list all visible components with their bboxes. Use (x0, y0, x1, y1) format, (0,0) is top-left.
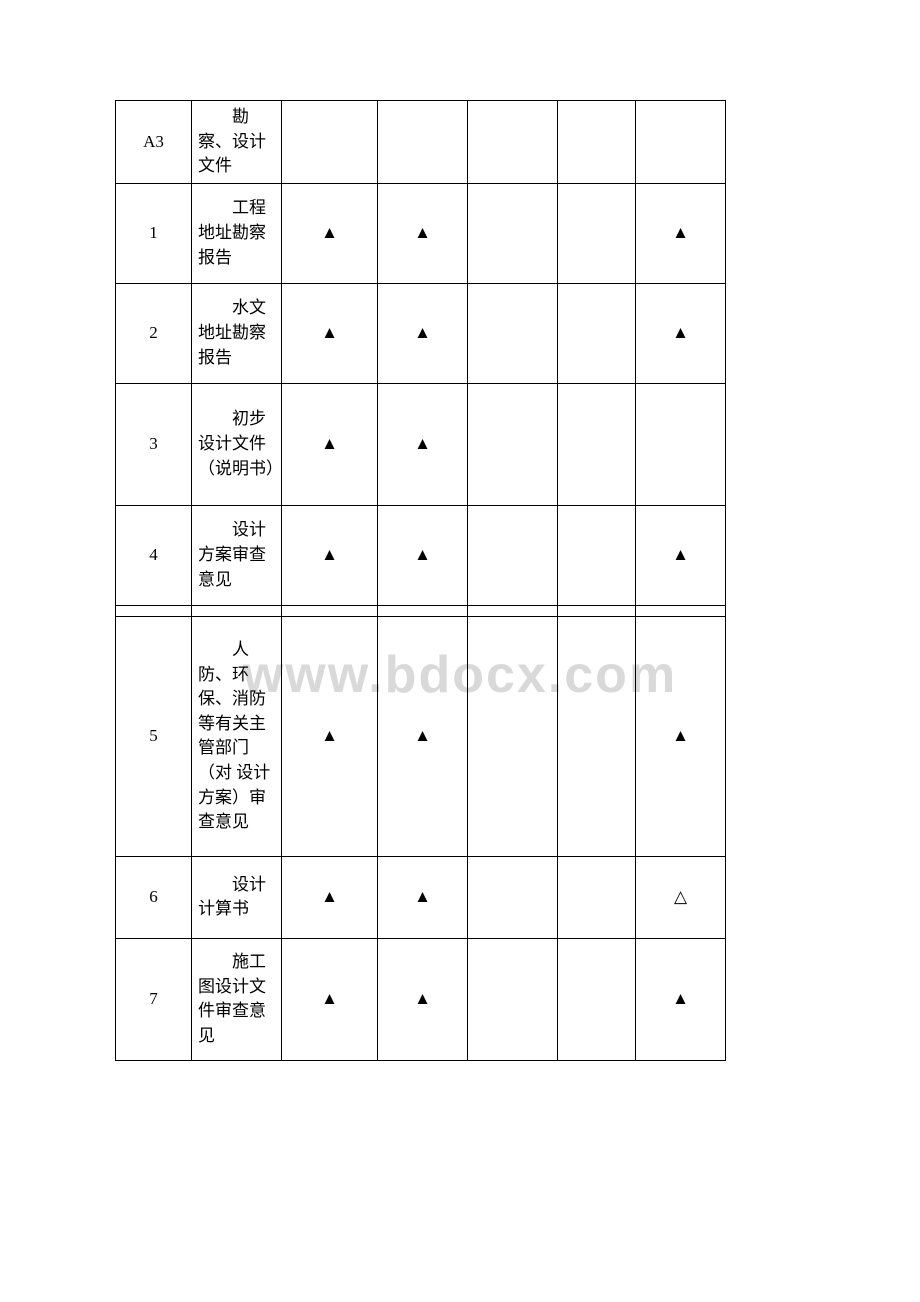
cell-c5: ▲ (636, 283, 726, 383)
cell-num: 7 (116, 938, 192, 1060)
cell-c1: ▲ (282, 283, 378, 383)
cell-c5: ▲ (636, 616, 726, 856)
cell-c5 (636, 101, 726, 184)
cell-c1: ▲ (282, 856, 378, 938)
cell-c4 (558, 616, 636, 856)
cell-desc: 人防、环保、消防等有关主管部门（对 设计方案）审查意见 (192, 616, 282, 856)
table-row: 5 人防、环保、消防等有关主管部门（对 设计方案）审查意见 ▲ ▲ ▲ (116, 616, 726, 856)
cell-c2: ▲ (378, 283, 468, 383)
cell-c3 (468, 616, 558, 856)
table-row: A3 勘察、设计文件 (116, 101, 726, 184)
cell-c2: ▲ (378, 505, 468, 605)
cell-c1: ▲ (282, 938, 378, 1060)
cell-num: 3 (116, 383, 192, 505)
table-row: 1 工程地址勘察报告 ▲ ▲ ▲ (116, 183, 726, 283)
cell-c2: ▲ (378, 383, 468, 505)
cell-c3 (468, 383, 558, 505)
cell-c3 (468, 283, 558, 383)
cell-c2 (378, 101, 468, 184)
cell-desc: 勘察、设计文件 (192, 101, 282, 184)
cell-num: 2 (116, 283, 192, 383)
cell-c2: ▲ (378, 183, 468, 283)
cell-num: 4 (116, 505, 192, 605)
cell-c1: ▲ (282, 383, 378, 505)
cell-desc: 初步设计文件（说明书） (192, 383, 282, 505)
cell-num: 1 (116, 183, 192, 283)
cell-c4 (558, 856, 636, 938)
cell-c4 (558, 283, 636, 383)
cell-c4 (558, 505, 636, 605)
cell-c3 (468, 505, 558, 605)
cell-c4 (558, 101, 636, 184)
cell-num: 5 (116, 616, 192, 856)
cell-desc: 设计计算书 (192, 856, 282, 938)
cell-desc: 水文地址勘察报告 (192, 283, 282, 383)
cell-c3 (468, 183, 558, 283)
cell-c5: ▲ (636, 183, 726, 283)
cell-desc: 工程地址勘察报告 (192, 183, 282, 283)
cell-c3 (468, 856, 558, 938)
cell-c1: ▲ (282, 505, 378, 605)
cell-c2: ▲ (378, 938, 468, 1060)
cell-c5: △ (636, 856, 726, 938)
cell-c3 (468, 938, 558, 1060)
cell-c5: ▲ (636, 505, 726, 605)
table-row: 4 设计方案审查意见 ▲ ▲ ▲ (116, 505, 726, 605)
cell-c2: ▲ (378, 856, 468, 938)
cell-c1 (282, 101, 378, 184)
table-row: 3 初步设计文件（说明书） ▲ ▲ (116, 383, 726, 505)
cell-c1: ▲ (282, 183, 378, 283)
table-row: 2 水文地址勘察报告 ▲ ▲ ▲ (116, 283, 726, 383)
table-row: 7 施工图设计文件审查意见 ▲ ▲ ▲ (116, 938, 726, 1060)
table-row: 6 设计计算书 ▲ ▲ △ (116, 856, 726, 938)
cell-desc: 设计方案审查意见 (192, 505, 282, 605)
cell-desc: 施工图设计文件审查意见 (192, 938, 282, 1060)
cell-c4 (558, 183, 636, 283)
cell-c5 (636, 383, 726, 505)
cell-c4 (558, 383, 636, 505)
cell-c2: ▲ (378, 616, 468, 856)
document-table: A3 勘察、设计文件 1 工程地址勘察报告 ▲ ▲ ▲ 2 水文地址勘察报告 (115, 100, 726, 1061)
cell-num: 6 (116, 856, 192, 938)
cell-c5: ▲ (636, 938, 726, 1060)
cell-c4 (558, 938, 636, 1060)
document-page: A3 勘察、设计文件 1 工程地址勘察报告 ▲ ▲ ▲ 2 水文地址勘察报告 (115, 100, 725, 1061)
cell-c3 (468, 101, 558, 184)
cell-num: A3 (116, 101, 192, 184)
table-spacer-row (116, 605, 726, 616)
cell-c1: ▲ (282, 616, 378, 856)
